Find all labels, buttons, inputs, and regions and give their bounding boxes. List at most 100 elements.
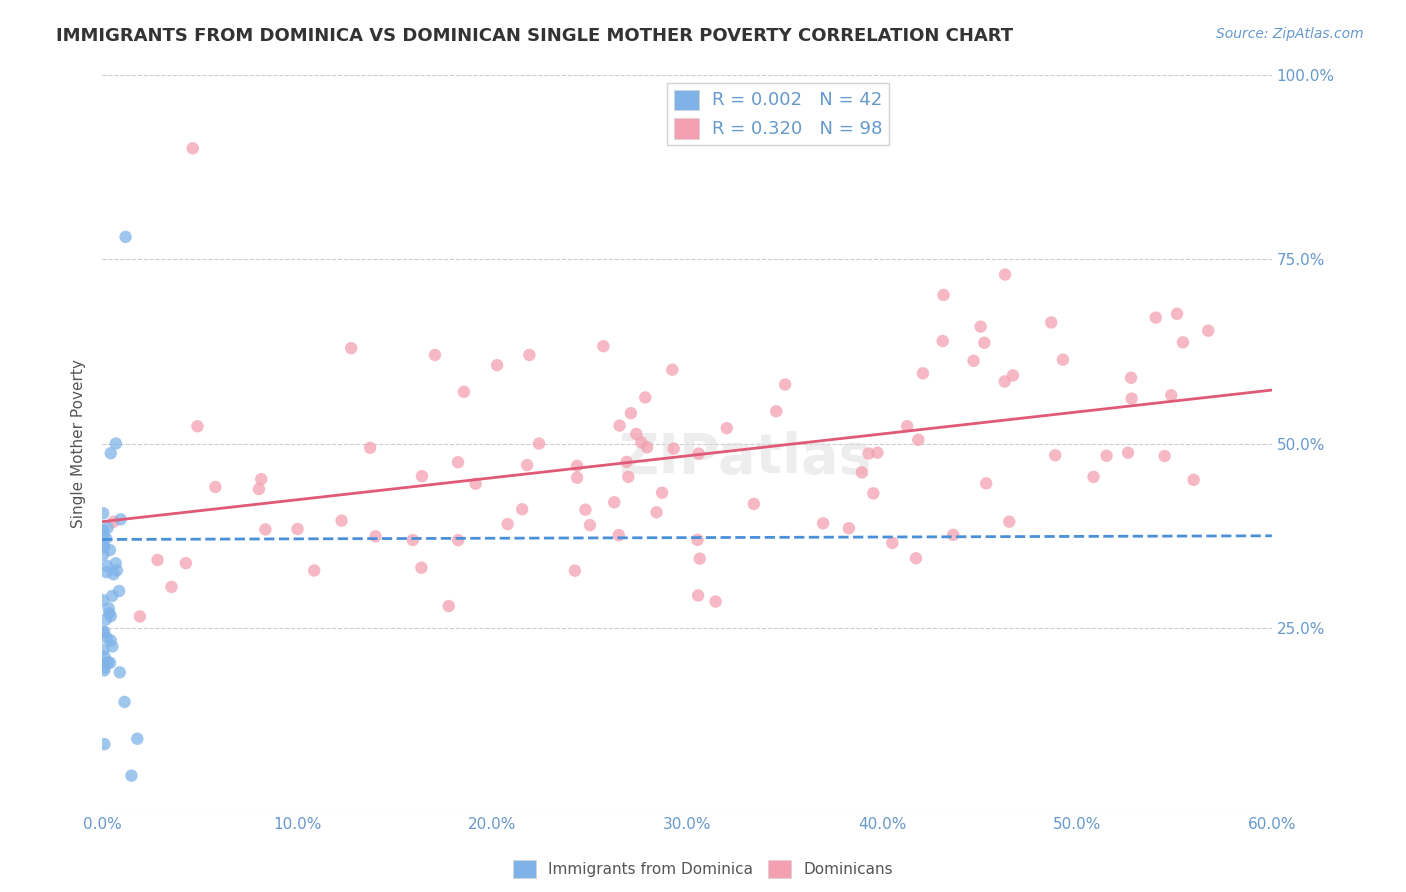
Point xyxy=(994,375,1017,389)
Point xyxy=(330,514,353,528)
Point xyxy=(636,441,658,455)
Point xyxy=(100,633,122,648)
Point xyxy=(1040,315,1063,329)
Point xyxy=(160,580,183,594)
Point xyxy=(866,446,889,460)
Point xyxy=(882,536,904,550)
Point xyxy=(464,476,486,491)
Point xyxy=(838,521,860,535)
Point xyxy=(609,418,631,433)
Point xyxy=(565,471,588,485)
Point xyxy=(127,731,149,746)
Point xyxy=(1095,449,1118,463)
Point xyxy=(994,268,1017,282)
Point xyxy=(592,339,614,353)
Point xyxy=(128,609,150,624)
Point xyxy=(447,533,470,548)
Point xyxy=(97,656,120,670)
Point xyxy=(359,441,381,455)
Point xyxy=(100,609,122,624)
Text: Source: ZipAtlas.com: Source: ZipAtlas.com xyxy=(1216,27,1364,41)
Point xyxy=(564,564,586,578)
Point xyxy=(94,532,117,546)
Point xyxy=(962,353,984,368)
Point xyxy=(617,470,640,484)
Point xyxy=(93,660,115,674)
Point xyxy=(186,419,208,434)
Point xyxy=(579,518,602,533)
Point xyxy=(1119,370,1142,384)
Point xyxy=(453,384,475,399)
Point xyxy=(94,612,117,626)
Point xyxy=(91,642,114,657)
Point xyxy=(689,551,711,566)
Text: ZIPatlas: ZIPatlas xyxy=(619,432,872,485)
Point xyxy=(91,656,114,670)
Point xyxy=(626,426,648,441)
Point xyxy=(1144,310,1167,325)
Point xyxy=(688,589,710,603)
Point xyxy=(98,656,121,670)
Point xyxy=(634,391,657,405)
Point xyxy=(96,558,118,573)
Point xyxy=(447,455,470,469)
Point xyxy=(620,406,643,420)
Point xyxy=(402,533,425,547)
Point xyxy=(247,482,270,496)
Point xyxy=(93,624,115,639)
Point xyxy=(364,529,387,543)
Point xyxy=(287,522,309,536)
Point xyxy=(93,540,115,554)
Point xyxy=(688,447,710,461)
Point xyxy=(174,556,197,570)
Point xyxy=(411,560,433,574)
Point xyxy=(496,517,519,532)
Point xyxy=(942,528,965,542)
Point xyxy=(616,455,638,469)
Y-axis label: Single Mother Poverty: Single Mother Poverty xyxy=(72,359,86,528)
Legend: Immigrants from Dominica, Dominicans: Immigrants from Dominica, Dominicans xyxy=(506,854,900,884)
Point xyxy=(911,367,934,381)
Point xyxy=(114,695,136,709)
Point xyxy=(91,527,114,541)
Point xyxy=(423,348,446,362)
Point xyxy=(98,606,121,620)
Point xyxy=(907,433,929,447)
Point xyxy=(651,485,673,500)
Point xyxy=(103,515,125,529)
Point xyxy=(1182,473,1205,487)
Point xyxy=(486,358,509,372)
Point xyxy=(104,436,127,450)
Point xyxy=(1045,448,1067,462)
Point xyxy=(108,665,131,680)
Point xyxy=(91,506,114,520)
Point xyxy=(603,495,626,509)
Point xyxy=(645,505,668,519)
Point xyxy=(411,469,433,483)
Point xyxy=(250,472,273,486)
Point xyxy=(340,341,363,355)
Point xyxy=(1001,368,1024,383)
Point xyxy=(998,515,1021,529)
Point xyxy=(96,631,118,645)
Point xyxy=(519,348,541,362)
Point xyxy=(516,458,538,472)
Point xyxy=(96,565,118,579)
Point xyxy=(931,334,953,348)
Point xyxy=(851,466,873,480)
Legend: R = 0.002   N = 42, R = 0.320   N = 98: R = 0.002 N = 42, R = 0.320 N = 98 xyxy=(668,83,889,145)
Point xyxy=(932,288,955,302)
Point xyxy=(716,421,738,435)
Point xyxy=(686,533,709,547)
Point xyxy=(100,446,122,460)
Point xyxy=(302,564,325,578)
Point xyxy=(510,502,533,516)
Point xyxy=(858,446,880,460)
Point xyxy=(1052,352,1074,367)
Point xyxy=(661,362,683,376)
Point xyxy=(97,521,120,535)
Point xyxy=(662,442,685,456)
Point xyxy=(973,335,995,350)
Point xyxy=(862,486,884,500)
Point xyxy=(1121,392,1143,406)
